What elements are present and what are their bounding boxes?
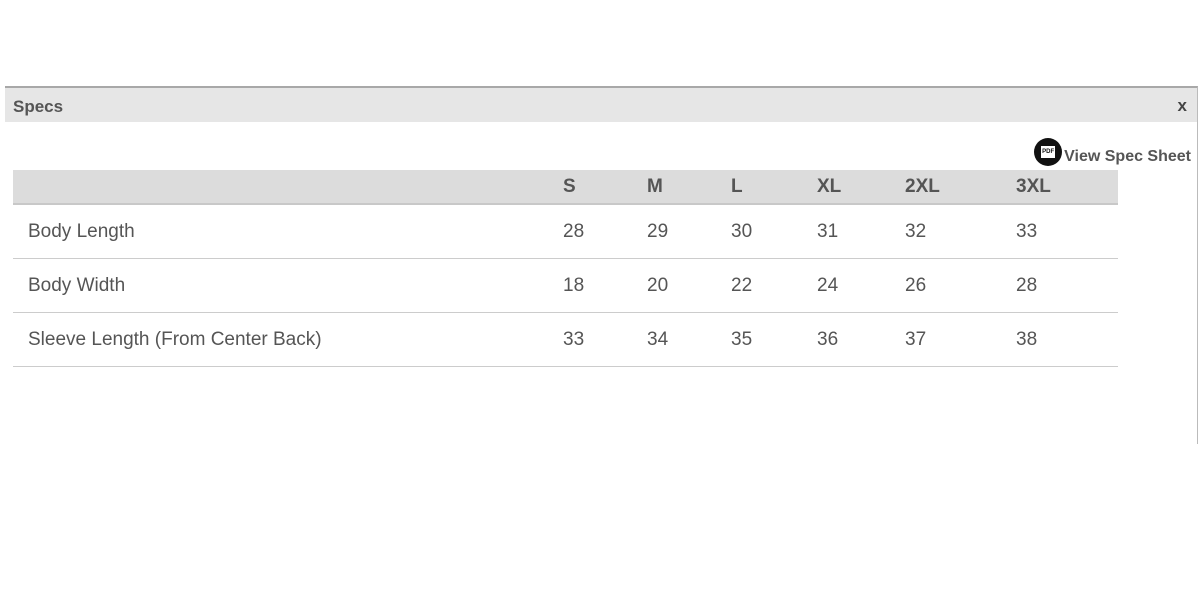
header-cell [13,170,563,205]
panel-header: Specs x [5,88,1197,122]
specs-panel: Specs x View Spec Sheet S M L XL 2XL 3XL… [5,86,1198,444]
value-cell: 24 [817,258,905,313]
view-spec-sheet-link[interactable]: View Spec Sheet [1034,138,1191,166]
value-cell: 28 [1016,258,1118,313]
value-cell: 22 [731,258,817,313]
value-cell: 32 [905,204,1016,259]
panel-title: Specs [13,97,64,116]
value-cell: 35 [731,312,817,367]
header-cell: XL [817,170,905,205]
close-button[interactable]: x [1177,96,1187,115]
table-row: Body Width 18 20 22 24 26 28 [13,258,1118,313]
view-spec-sheet-label: View Spec Sheet [1064,148,1191,165]
header-cell: M [647,170,731,205]
value-cell: 30 [731,204,817,259]
table-row: Sleeve Length (From Center Back) 33 34 35 36… [13,312,1118,367]
pdf-icon [1034,138,1063,166]
value-cell: 34 [647,312,731,367]
row-label: Body Length [13,204,563,259]
value-cell: 26 [905,258,1016,313]
header-cell: 3XL [1016,170,1118,205]
value-cell: 37 [905,312,1016,367]
table-row: Body Length 28 29 30 31 32 33 [13,204,1118,259]
header-cell: L [731,170,817,205]
value-cell: 31 [817,204,905,259]
header-cell: 2XL [905,170,1016,205]
size-spec-table: S M L XL 2XL 3XL Body Length 28 29 30 31 32 33… [13,170,1118,367]
value-cell: 20 [647,258,731,313]
value-cell: 38 [1016,312,1118,367]
row-label: Sleeve Length (From Center Back) [13,312,563,367]
value-cell: 33 [1016,204,1118,259]
value-cell: 28 [563,204,647,259]
row-label: Body Width [13,258,563,313]
value-cell: 33 [563,312,647,367]
header-cell: S [563,170,647,205]
table-header-row: S M L XL 2XL 3XL [13,170,1118,205]
value-cell: 36 [817,312,905,367]
value-cell: 29 [647,204,731,259]
value-cell: 18 [563,258,647,313]
